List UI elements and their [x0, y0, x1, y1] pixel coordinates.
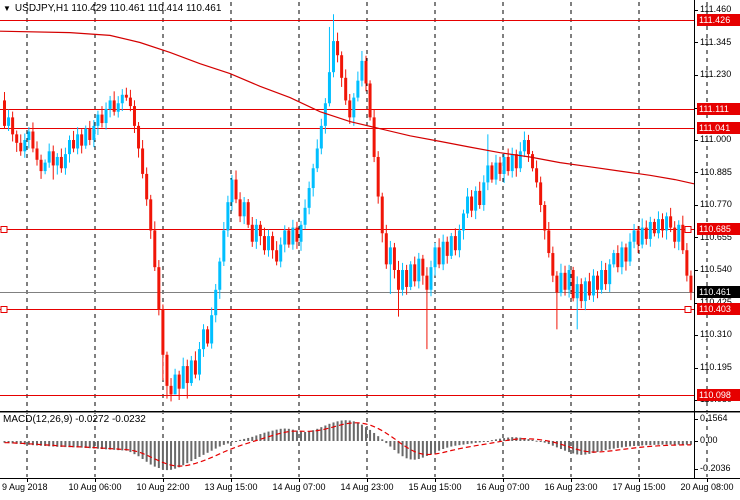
current-price-badge: 110.461: [697, 286, 740, 299]
price-axis-tick-label: 110.425: [700, 296, 732, 307]
macd-histogram: [3, 420, 692, 471]
candles-layer: [3, 14, 693, 402]
macd-signal-line: [4, 422, 691, 467]
time-axis-label: 15 Aug 15:00: [408, 482, 462, 492]
level-price-badge: 111.111: [697, 102, 740, 115]
time-axis-label: 16 Aug 23:00: [544, 482, 598, 492]
level-price-badge: 110.403: [697, 302, 740, 315]
time-axis-label: 14 Aug 23:00: [340, 482, 394, 492]
level-price-badge: 110.098: [697, 388, 740, 401]
symbol-quote-text: USDJPY,H1 110.429 110.461 110.414 110.46…: [14, 3, 222, 14]
level-line-110.685[interactable]: [0, 226, 694, 233]
price-axis-tick-label: 111.345: [700, 36, 732, 47]
level-handle-right: [684, 226, 692, 233]
time-axis-label: 9 Aug 2018: [2, 482, 48, 492]
price-axis-tick-label: 110.885: [700, 166, 732, 177]
price-axis-tick-label: 110.770: [700, 199, 732, 209]
price-axis-tick-label: 111.230: [700, 69, 732, 79]
time-axis-label: 14 Aug 07:00: [272, 482, 326, 492]
price-axis-tick-label: 110.195: [700, 361, 732, 372]
level-price-badge: 111.041: [697, 122, 740, 135]
price-axis-tick-label: 111.000: [700, 134, 732, 144]
price-axis-tick-label: 110.655: [700, 231, 732, 242]
time-axis-label: 10 Aug 22:00: [136, 482, 190, 492]
macd-axis-tick-label: 0.00: [700, 435, 718, 445]
time-axis-label: 20 Aug 08:00: [680, 482, 734, 492]
macd-axis-tick-label: -0.2036: [700, 463, 731, 474]
time-axis-label: 17 Aug 15:00: [612, 482, 666, 492]
time-axis-label: 13 Aug 15:00: [204, 482, 258, 492]
time-axis-label: 10 Aug 06:00: [68, 482, 122, 492]
macd-axis-tick-label: 0.1564: [700, 413, 728, 424]
symbol-marker-icon: ▼: [3, 4, 11, 13]
level-handle-left: [0, 306, 8, 313]
price-axis-tick-label: 111.460: [700, 4, 732, 14]
time-axis-label: 16 Aug 07:00: [476, 482, 530, 492]
level-lines-layer[interactable]: [0, 20, 694, 396]
price-axis-tick-label: 110.540: [700, 264, 732, 274]
level-handle-right: [684, 306, 692, 313]
level-price-badge: 110.685: [697, 223, 740, 236]
price-axis-tick-label: 110.310: [700, 329, 732, 339]
chart-header: ▼ USDJPY,H1 110.429 110.461 110.414 110.4…: [3, 3, 221, 14]
moving-average-line[interactable]: [0, 30, 695, 185]
macd-indicator-label: MACD(12,26,9) -0.0272 -0.0232: [3, 414, 146, 425]
level-price-badge: 111.426: [697, 13, 740, 26]
level-line-110.403[interactable]: [0, 306, 694, 313]
level-handle-left: [0, 226, 8, 233]
